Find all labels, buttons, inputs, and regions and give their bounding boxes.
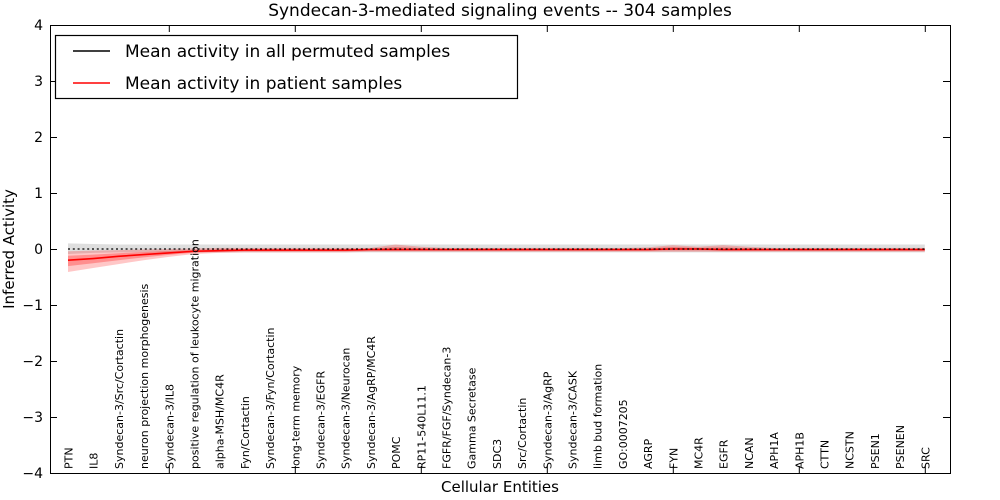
x-category-label: Syndecan-3/AgRP (541, 371, 554, 469)
y-tick-label: −4 (22, 466, 43, 482)
x-category-label: FGFR/FGF/Syndecan-3 (441, 347, 454, 469)
x-category-label: neuron projection morphogenesis (138, 283, 151, 469)
x-category-label: POMC (390, 436, 403, 469)
y-tick-label: 1 (34, 186, 43, 202)
y-tick-label: −1 (22, 298, 43, 314)
y-axis-label: Inferred Activity (0, 189, 18, 309)
x-category-label: alpha-MSH/MC4R (214, 374, 227, 469)
x-category-label: EGFR (718, 439, 731, 469)
x-axis-label: Cellular Entities (441, 478, 559, 496)
x-category-label: positive regulation of leukocyte migrati… (189, 239, 202, 469)
x-category-label: NCAN (743, 437, 756, 469)
y-tick-label: −2 (22, 354, 43, 370)
x-category-label: RP11-540L11.1 (415, 385, 428, 469)
x-category-label: SRC (919, 447, 932, 469)
x-category-label: MC4R (693, 437, 706, 469)
x-category-label: Syndecan-3/AgRP/MC4R (365, 336, 378, 469)
x-category-label: Syndecan-3/Neurocan (340, 348, 353, 469)
x-category-label: Syndecan-3/Fyn/Cortactin (264, 327, 277, 469)
x-category-label: Syndecan-3/EGFR (315, 371, 328, 469)
x-category-label: CTTN (819, 440, 832, 469)
legend: Mean activity in all permuted samples Me… (54, 34, 519, 100)
x-category-label: APH1B (793, 432, 806, 469)
x-category-label: AGRP (642, 439, 655, 469)
y-tick-label: 0 (34, 242, 43, 258)
legend-label-permuted: Mean activity in all permuted samples (125, 42, 450, 62)
x-category-label: Src/Cortactin (516, 398, 529, 469)
y-tick-labels: 4 3 2 1 0 −1 −2 −3 −4 (22, 18, 43, 482)
x-category-label: Syndecan-3/Src/Cortactin (113, 329, 126, 469)
x-category-label: PSEN1 (869, 433, 882, 469)
x-category-label: Syndecan-3/IL8 (163, 384, 176, 469)
x-category-label: IL8 (88, 453, 101, 469)
legend-frame (54, 34, 519, 100)
y-tick-label: −3 (22, 410, 43, 426)
x-category-label: SDC3 (491, 439, 504, 469)
x-category-label: Syndecan-3/CASK (567, 370, 580, 469)
x-category-label: FYN (667, 448, 680, 469)
chart-title: Syndecan-3-mediated signaling events -- … (268, 1, 732, 21)
x-category-label: NCSTN (844, 431, 857, 469)
x-category-label: Gamma Secretase (466, 367, 479, 469)
x-category-label: GO:0007205 (617, 399, 630, 469)
x-category-label: limb bud formation (592, 364, 605, 469)
x-category-label: long-term memory (289, 365, 302, 469)
y-tick-label: 2 (34, 130, 43, 146)
x-category-label: Fyn/Cortactin (239, 396, 252, 469)
data-lines (67, 248, 925, 261)
y-tick-label: 3 (34, 74, 43, 90)
x-category-label: APH1A (768, 432, 781, 469)
x-category-labels: PTN IL8 Syndecan-3/Src/Cortactin neuron pro… (63, 239, 933, 469)
patient-band-outer (68, 244, 925, 272)
axis-ticks (50, 25, 950, 474)
legend-label-patient: Mean activity in patient samples (125, 74, 402, 94)
x-category-label: PTN (63, 447, 76, 469)
x-category-label: PSENEN (894, 425, 907, 469)
y-tick-label: 4 (34, 18, 43, 34)
